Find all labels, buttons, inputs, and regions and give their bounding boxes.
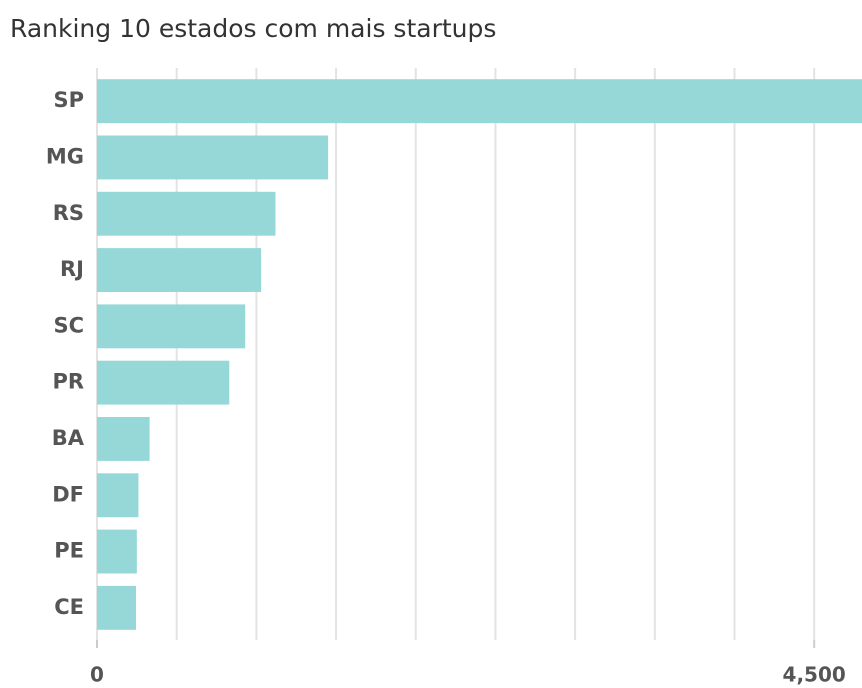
bar [97,135,329,180]
y-tick-label: MG [46,144,84,168]
y-tick-label: PE [54,539,84,563]
bar [97,585,137,630]
bar [97,473,139,518]
bar [97,191,276,236]
bar [97,529,137,574]
y-tick-label: SC [53,313,84,337]
x-tick-label: 4,500 [783,663,846,687]
chart-title: Ranking 10 estados com mais startups [10,14,496,43]
bar [97,360,230,405]
y-tick-label: RS [53,201,84,225]
bar [97,248,262,293]
bar [97,304,246,349]
y-tick-label: DF [52,482,84,506]
bar [97,416,150,461]
bar [97,79,862,124]
y-tick-label: RJ [60,257,84,281]
x-tick-label: 0 [90,663,104,687]
y-tick-label: BA [52,426,85,450]
y-tick-label: CE [54,595,84,619]
y-tick-label: SP [53,88,84,112]
y-tick-label: PR [52,370,84,394]
